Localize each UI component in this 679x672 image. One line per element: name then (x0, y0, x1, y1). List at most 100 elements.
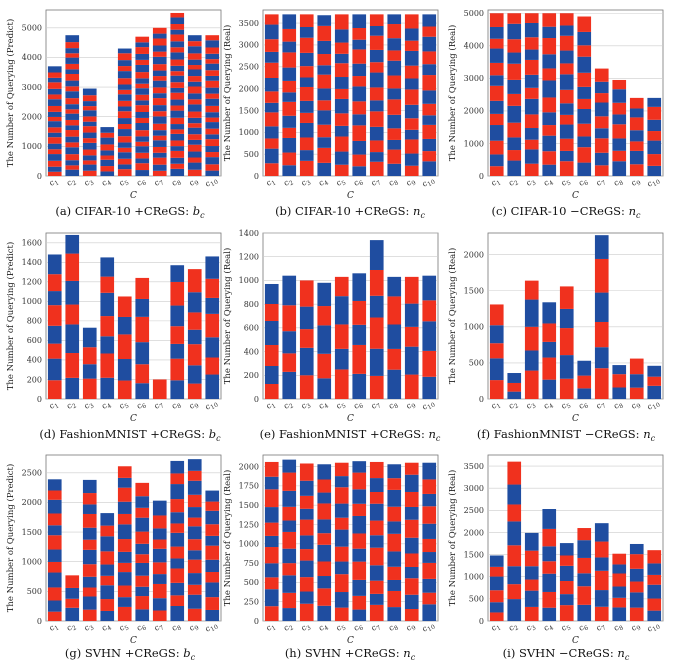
bar-segment (135, 158, 150, 164)
bar-segment (352, 472, 367, 490)
bar-segment (594, 165, 609, 176)
bar-segment (117, 539, 132, 552)
bar-c9 (187, 459, 202, 621)
bar-c8 (612, 365, 627, 399)
bar-segment (559, 124, 574, 139)
bar-segment (170, 29, 185, 35)
bar-segment (135, 507, 150, 518)
bar-segment (170, 52, 185, 60)
bar-segment (334, 77, 349, 89)
bar-segment (187, 608, 202, 621)
x-tick-label: c3 (83, 399, 96, 413)
bar-segment (524, 566, 539, 580)
bar-segment (82, 347, 97, 365)
bar-segment (82, 88, 97, 96)
bar-segment (100, 353, 115, 378)
bar-segment (117, 316, 132, 335)
bar-c7 (152, 379, 167, 399)
bar-segment (352, 273, 367, 301)
bar-segment (352, 125, 367, 141)
bar-segment (264, 62, 279, 79)
y-axis-label: The Number of Querying (Predict) (5, 464, 16, 613)
bar-c6 (352, 273, 367, 399)
bar-segment (205, 70, 220, 76)
bar-segment (205, 170, 220, 176)
bar-segment (47, 479, 62, 491)
bar-segment (135, 100, 150, 106)
bar-segment (352, 49, 367, 64)
bar-c3 (299, 14, 314, 176)
y-tick-label: 4000 (464, 42, 484, 51)
chart-panel-7: 0 500 1000 1500 2000 2500 c1 c2 c3 c4 c5 c6 c7 c8 c9 c1… (5, 454, 222, 662)
bar-segment (264, 51, 279, 63)
bar-segment (117, 551, 132, 563)
bar-segment (282, 331, 297, 354)
bar-segment (82, 527, 97, 540)
bar-c8 (387, 14, 402, 176)
bar-segment (387, 60, 402, 76)
y-tick-label: 0 (479, 172, 484, 181)
bar-segment (334, 88, 349, 99)
bar-segment (647, 97, 662, 107)
y-tick-label: 1500 (239, 106, 259, 115)
bar-segment (594, 368, 609, 399)
bar-segment (152, 56, 167, 65)
bar-segment (82, 378, 97, 399)
bar-segment (352, 76, 367, 87)
bar-segment (47, 82, 62, 89)
chart-panel-6: 0 500 1000 1500 2000 c1 c2 c3 c4 c5 c6 c7 c8 c9 c10 C Th… (447, 232, 664, 443)
x-tick-label: c6 (135, 176, 148, 190)
bar-segment (65, 142, 80, 148)
bar-segment (65, 35, 80, 43)
x-tick-label: c1 (490, 399, 503, 413)
y-tick-label: 3000 (22, 83, 42, 92)
bar-segment (100, 137, 115, 145)
x-axis-label: C (130, 191, 137, 201)
x-tick-label: c9 (630, 399, 643, 413)
bar-segment (317, 100, 332, 111)
y-axis-label: The Number of Querying (Predict) (5, 19, 16, 168)
bar-segment (387, 533, 402, 552)
bar-segment (559, 63, 574, 75)
bar-segment (152, 93, 167, 99)
x-tick-label: c5 (335, 621, 348, 635)
bar-segment (152, 548, 167, 563)
bar-segment (559, 161, 574, 176)
bar-segment (524, 149, 539, 164)
bar-segment (264, 148, 279, 164)
bar-segment (387, 296, 402, 325)
bar-segment (559, 543, 574, 556)
bar-segment (135, 130, 150, 137)
bar-segment (117, 124, 132, 130)
bar-segment (117, 89, 132, 95)
y-tick-label: 1750 (239, 482, 259, 491)
bar-segment (47, 127, 62, 133)
y-tick-label: 750 (244, 559, 259, 568)
bar-segment (205, 278, 220, 298)
bar-c2 (282, 275, 297, 399)
bar-segment (369, 62, 384, 73)
bar-segment (369, 461, 384, 479)
bar-segment (317, 503, 332, 520)
bar-segment (135, 342, 150, 365)
bar-segment (524, 590, 539, 607)
bar-segment (559, 50, 574, 64)
bar-segment (264, 365, 279, 384)
bar-segment (422, 462, 437, 480)
y-tick-label: 500 (244, 578, 259, 587)
x-tick-label: c7 (370, 621, 383, 635)
x-tick-label: c9 (405, 399, 418, 413)
bar-segment (282, 459, 297, 473)
bar-c2 (65, 575, 80, 621)
bar-segment (205, 75, 220, 81)
x-tick-label: c10 (645, 175, 661, 191)
bar-segment (334, 53, 349, 64)
bar-segment (594, 321, 609, 348)
bar-segment (187, 59, 202, 66)
bar-segment (387, 369, 402, 399)
bar-segment (594, 557, 609, 571)
bar-segment (559, 35, 574, 51)
bar-segment (170, 105, 185, 111)
bar-segment (507, 13, 522, 24)
bar-segment (404, 118, 419, 130)
